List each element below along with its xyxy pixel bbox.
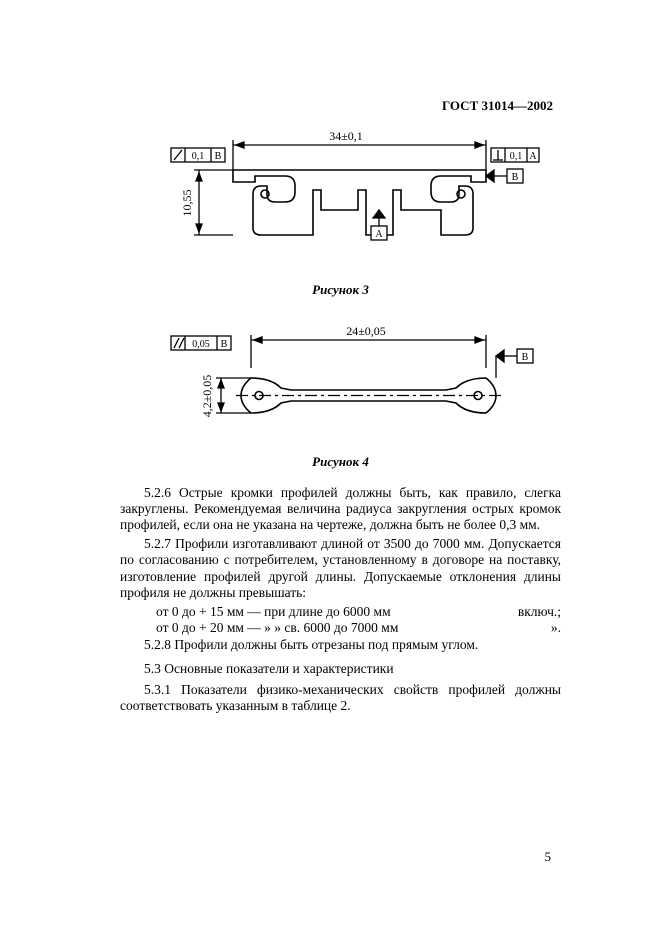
svg-text:0,1: 0,1	[191, 151, 204, 162]
fig3-dim-top: 34±0,1	[329, 129, 363, 143]
para-5-3: 5.3 Основные показатели и характеристики	[120, 661, 561, 677]
fig4-datum-b: В	[496, 349, 533, 378]
fig3-gdtol-left: 0,1 В	[171, 148, 225, 162]
para-5-3-1: 5.3.1 Показатели физико-механических сво…	[120, 682, 561, 715]
svg-text:А: А	[529, 151, 537, 162]
svg-text:0,1: 0,1	[509, 151, 522, 162]
figure-4: 24±0,05 0,05 В 4,2±0,05	[120, 318, 561, 471]
svg-text:В: В	[214, 151, 221, 162]
body-text: 5.2.6 Острые кромки профилей должны быть…	[120, 485, 561, 715]
svg-text:В: В	[220, 339, 227, 350]
svg-text:В: В	[511, 172, 518, 183]
figure-3-svg: 34±0,1 0,1 В	[141, 120, 541, 270]
para-5-2-8: 5.2.8 Профили должны быть отрезаны под п…	[120, 637, 561, 653]
fig4-dim-left: 4,2±0,05	[200, 374, 214, 417]
svg-text:0,05: 0,05	[192, 339, 210, 350]
tol-row-2b: ».	[551, 620, 561, 636]
para-5-2-6: 5.2.6 Острые кромки профилей должны быть…	[120, 485, 561, 534]
figure-4-caption: Рисунок 4	[120, 454, 561, 470]
tol-row-1a: от 0 до + 15 мм — при длине до 6000 мм	[156, 604, 391, 620]
figure-3-caption: Рисунок 3	[120, 282, 561, 298]
svg-text:А: А	[375, 229, 383, 240]
fig3-datum-a: А	[371, 210, 387, 240]
figure-4-svg: 24±0,05 0,05 В 4,2±0,05	[141, 318, 541, 443]
page-number: 5	[545, 849, 552, 865]
standard-header: ГОСТ 31014—2002	[442, 98, 553, 114]
tolerance-list: от 0 до + 15 мм — при длине до 6000 мм в…	[156, 604, 561, 637]
fig4-gdtol-left: 0,05 В	[171, 336, 231, 350]
page: ГОСТ 31014—2002 34±0,1 0,1	[0, 0, 661, 935]
fig3-gdtol-right: 0,1 А	[491, 148, 539, 162]
para-5-2-7: 5.2.7 Профили изготавливают длиной от 35…	[120, 536, 561, 602]
figure-3: 34±0,1 0,1 В	[120, 120, 561, 298]
tol-row-1b: включ.;	[518, 604, 561, 620]
tol-row-2a: от 0 до + 20 мм — » » св. 6000 до 7000 м…	[156, 620, 398, 636]
fig4-dim-top: 24±0,05	[346, 324, 386, 338]
fig3-dim-left: 10,55	[180, 190, 194, 217]
svg-text:В: В	[521, 352, 528, 363]
fig3-datum-b: В	[486, 169, 523, 183]
